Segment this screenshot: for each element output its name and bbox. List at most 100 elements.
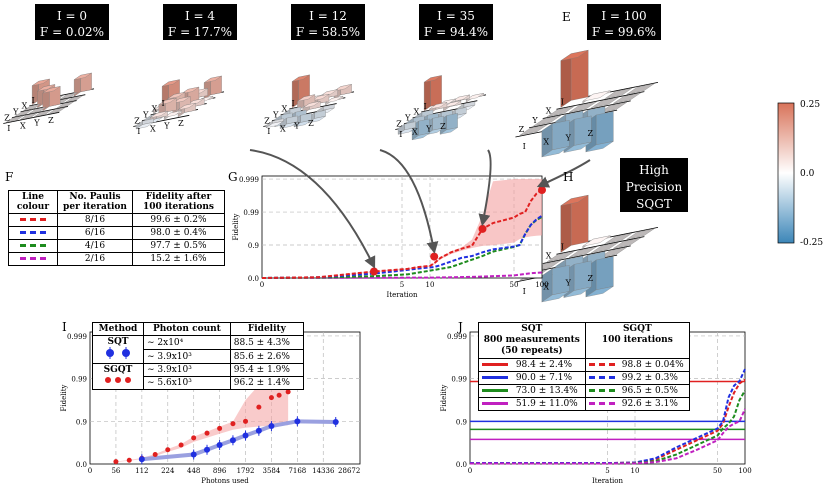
- table-row: 8/16 99.6 ± 0.2%: [8, 213, 225, 227]
- y-axis-label: Fidelity: [60, 384, 68, 411]
- photon-count: ∼ 3.9x10³: [143, 349, 231, 364]
- data-point: [204, 430, 210, 436]
- iteration-box-bg: [291, 4, 365, 40]
- table-row: 90.0 ± 7.1% 99.2 ± 0.3%: [477, 371, 690, 385]
- panel-letter-d: D: [425, 10, 435, 24]
- axis-letter: X: [20, 121, 26, 130]
- fidelity-value: 97.7 ± 0.5%: [132, 239, 225, 253]
- axis-letter: I: [561, 97, 564, 106]
- data-marker: [370, 267, 378, 276]
- x-tick-label: 14336: [312, 467, 335, 475]
- table-row: 2/16 15.2 ± 1.6%: [8, 252, 225, 266]
- bar-panel-d: [395, 75, 487, 141]
- table-row: ∼ 3.9x10³ 85.6 ± 2.6%: [93, 349, 305, 364]
- bar-face: [297, 94, 316, 102]
- bar-face: [60, 92, 78, 100]
- data-point: [126, 457, 132, 463]
- data-point: [216, 442, 223, 449]
- bar-face: [5, 115, 24, 123]
- line-swatch: [20, 244, 46, 247]
- bar-face: [135, 122, 154, 130]
- fidelity-label: F = 0.02%: [40, 25, 104, 39]
- axis-letter: X: [414, 108, 420, 117]
- bar-face: [547, 251, 575, 262]
- bar-face: [560, 195, 589, 206]
- data-marker: [478, 224, 487, 233]
- axis-letter: Y: [404, 114, 411, 123]
- high-precision-label: SQGT: [636, 197, 672, 211]
- series-line: [261, 215, 543, 279]
- table-f-header-colour: Line colour: [8, 190, 58, 214]
- sqt-marker-icon: [106, 347, 130, 359]
- series-line: [470, 378, 746, 465]
- data-point: [243, 418, 249, 424]
- bar-face: [604, 232, 633, 244]
- y-tick-label: 0.999: [239, 176, 259, 184]
- iteration-label: I = 12: [309, 9, 347, 23]
- bar-face: [411, 133, 430, 141]
- axis-letter: Y: [142, 111, 149, 120]
- axis-letter: I: [523, 142, 526, 151]
- table-row: 73.0 ± 13.4% 96.5 ± 0.5%: [477, 384, 690, 398]
- x-tick-label: 10: [631, 467, 640, 475]
- x-tick-label: 5: [400, 281, 404, 289]
- bar-face: [429, 102, 448, 110]
- table-i-header-count: Photon count: [143, 322, 231, 336]
- x-tick-label: 10: [426, 281, 435, 289]
- bar-face: [626, 83, 655, 95]
- arrow: [249, 149, 376, 269]
- bar-face: [560, 50, 589, 61]
- table-row: 98.4 ± 2.4% 98.8 ± 0.04%: [477, 358, 690, 372]
- bar-face: [591, 97, 619, 109]
- data-point: [268, 423, 275, 430]
- panel-letter-j: J: [458, 320, 463, 334]
- data-point: [138, 456, 145, 463]
- data-point: [191, 435, 197, 441]
- fidelity-label: F = 99.6%: [592, 25, 656, 39]
- x-tick-label: 50: [713, 467, 722, 475]
- iteration-label: I = 35: [437, 9, 475, 23]
- table-f: Line colour No. Paulis per iteration Fid…: [8, 190, 225, 266]
- bar-face: [42, 86, 61, 94]
- bar-face: [19, 112, 38, 120]
- paulis-value: 8/16: [57, 213, 133, 227]
- y-tick-label: 0.999: [447, 333, 467, 341]
- y-axis-label: Fidelity: [440, 384, 448, 411]
- bar-face: [563, 286, 592, 298]
- bar-face: [56, 101, 75, 109]
- bar-face: [582, 90, 611, 102]
- bar-face: [167, 92, 186, 100]
- axis-letter: Y: [12, 108, 19, 117]
- table-i-header-method: Method: [92, 322, 144, 336]
- method-sqt: SQT: [107, 337, 129, 347]
- axis-letter: I: [32, 96, 35, 105]
- line-swatch: [482, 389, 508, 392]
- axis-letter: I: [561, 242, 564, 251]
- axis-letter: Z: [4, 113, 10, 122]
- data-point: [113, 459, 119, 465]
- axis-letter: Z: [440, 122, 446, 131]
- iteration-box-bg: [419, 4, 493, 40]
- line-swatch: [482, 363, 508, 366]
- axis-letter: I: [137, 127, 140, 136]
- sgqt-marker-icon: [105, 377, 131, 383]
- table-i: Method Photon count Fidelity SQT ∼ 2x10⁴…: [92, 322, 305, 390]
- bar-face: [591, 242, 619, 254]
- high-precision-label: High: [639, 163, 669, 177]
- paulis-value: 2/16: [57, 252, 133, 266]
- chart-g: 0.0 0.9 0.99 0.999 0 5 10 50 100 Iteration Fidelit…: [232, 175, 549, 299]
- axis-letter: X: [546, 107, 552, 116]
- axis-letter: X: [152, 105, 158, 114]
- data-point: [268, 395, 274, 401]
- fidelity-value: 88.5 ± 4.3%: [229, 335, 305, 350]
- y-tick-label: 0.0: [248, 275, 259, 283]
- axis-letter: X: [412, 127, 418, 136]
- axis-letter: X: [280, 124, 286, 133]
- table-i-header-fidelity: Fidelity: [229, 322, 305, 336]
- bar-face: [162, 79, 180, 87]
- bar-panel-b: [133, 75, 225, 130]
- iteration-box-bg: [35, 4, 109, 40]
- data-point: [190, 451, 197, 458]
- table-j: SQT 800 measurements (50 repeats) SGQT 1…: [477, 322, 691, 411]
- x-axis-label: Iteration: [386, 291, 418, 299]
